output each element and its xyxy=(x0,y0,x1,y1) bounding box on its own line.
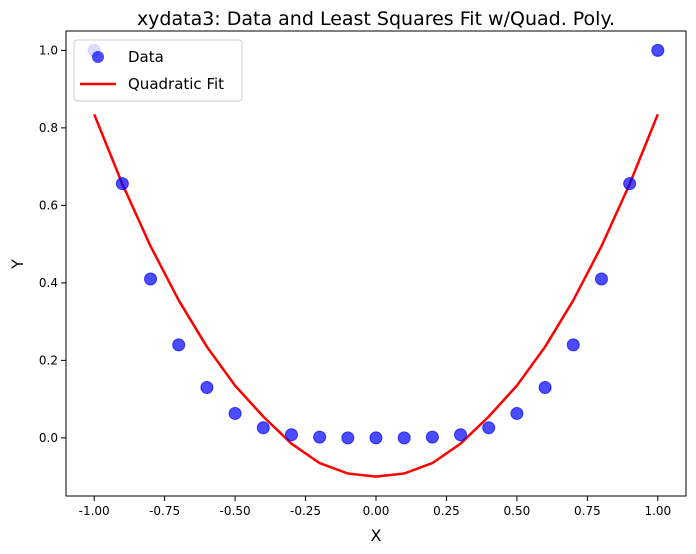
quadratic-fit-line xyxy=(93,113,659,478)
data-point xyxy=(454,428,468,442)
data-point xyxy=(538,381,552,394)
x-axis: -1.00 -0.75 -0.50 -0.25 0.00 0.25 0.50 0.75 1.00 xyxy=(79,496,671,518)
data-point xyxy=(284,428,298,442)
legend: Data Quadratic Fit xyxy=(73,39,243,102)
data-point xyxy=(594,272,608,286)
x-tick-label: -0.50 xyxy=(220,504,251,518)
data-point xyxy=(144,272,158,286)
legend-data-label: Data xyxy=(128,48,164,66)
data-point xyxy=(397,431,411,445)
x-tick-label: 0.00 xyxy=(363,504,390,518)
chart-title: xydata3: Data and Least Squares Fit w/Qu… xyxy=(137,8,615,30)
y-tick-label: 1.0 xyxy=(39,43,58,57)
y-tick-label: 0.0 xyxy=(39,431,58,445)
y-axis-label: Y xyxy=(8,259,27,270)
y-tick-label: 0.8 xyxy=(39,121,58,135)
x-tick-label: -0.25 xyxy=(290,504,321,518)
x-tick-label: 0.50 xyxy=(504,504,531,518)
data-point xyxy=(566,338,580,352)
data-point xyxy=(482,421,496,435)
x-axis-label: X xyxy=(371,526,382,545)
data-point xyxy=(341,431,355,445)
data-point xyxy=(115,177,129,191)
x-tick-label: 0.75 xyxy=(574,504,601,518)
data-point xyxy=(369,431,383,445)
plot-area xyxy=(65,30,687,497)
data-point xyxy=(172,338,186,352)
x-tick-label: 1.00 xyxy=(644,504,671,518)
data-point xyxy=(228,406,242,420)
y-axis: 0.0 0.2 0.4 0.6 0.8 1.0 xyxy=(39,43,66,445)
x-tick-label: -1.00 xyxy=(79,504,110,518)
legend-data-marker xyxy=(92,51,104,63)
data-point xyxy=(313,430,327,444)
y-tick-label: 0.2 xyxy=(39,353,58,367)
x-tick-label: -0.75 xyxy=(149,504,180,518)
data-point xyxy=(651,43,665,57)
data-point xyxy=(623,177,637,191)
y-tick-label: 0.6 xyxy=(39,198,58,212)
plot-frame xyxy=(65,30,687,497)
data-point xyxy=(256,421,270,435)
x-tick-label: 0.25 xyxy=(433,504,460,518)
y-tick-label: 0.4 xyxy=(39,276,58,290)
data-point xyxy=(200,381,214,394)
legend-fit-label: Quadratic Fit xyxy=(128,75,224,93)
legend-frame xyxy=(73,39,243,102)
data-point xyxy=(510,406,524,420)
data-point xyxy=(425,430,439,444)
